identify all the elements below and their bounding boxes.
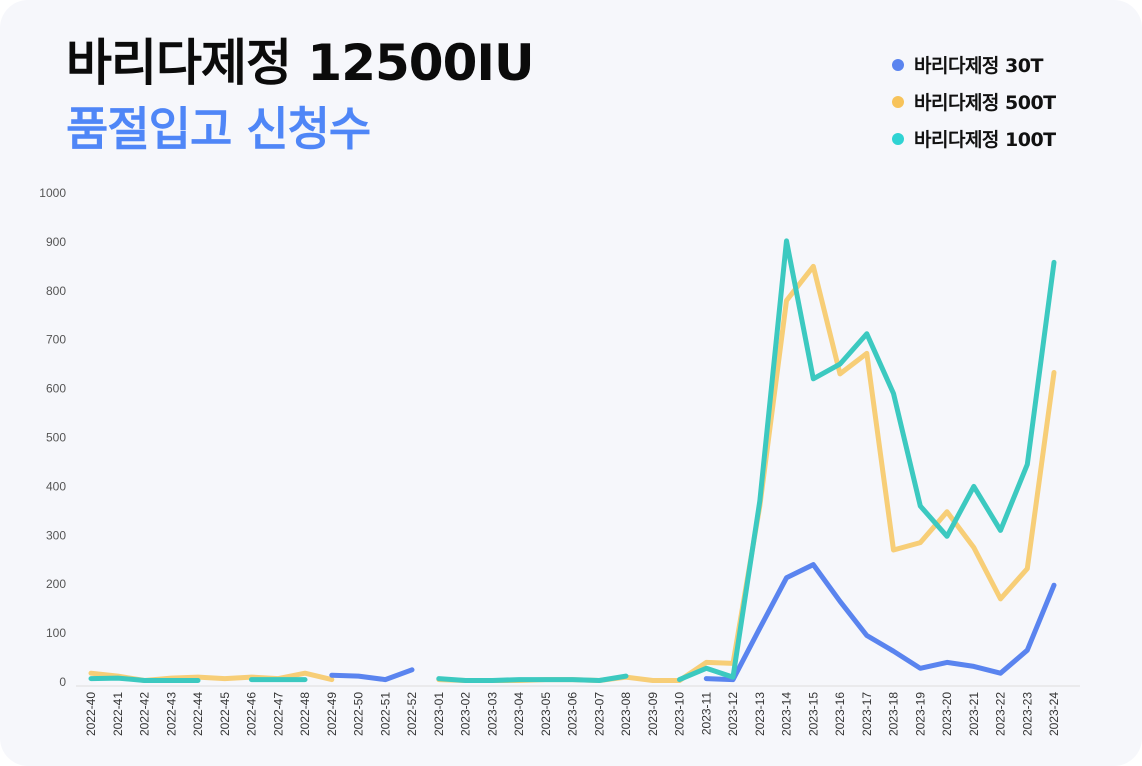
- y-tick-label: 0: [59, 675, 66, 689]
- series-segment: [703, 562, 1057, 683]
- x-tick-label: 2022-40: [84, 692, 98, 736]
- y-tick-label: 400: [46, 479, 66, 493]
- x-tick-label: 2023-10: [673, 692, 687, 736]
- x-tick-label: 2023-15: [806, 692, 820, 736]
- x-tick-label: 2023-22: [994, 692, 1008, 736]
- x-tick-label: 2022-46: [245, 692, 259, 736]
- x-tick-label: 2022-50: [352, 692, 366, 736]
- x-tick-label: 2022-51: [378, 692, 392, 736]
- x-tick-label: 2022-41: [111, 692, 125, 736]
- series-line-0: [88, 263, 1057, 683]
- x-tick-label: 2023-17: [860, 692, 874, 736]
- series-segment: [88, 675, 201, 683]
- x-tick-label: 2023-13: [753, 692, 767, 736]
- x-tick-label: 2023-06: [566, 692, 580, 736]
- y-tick-label: 900: [46, 235, 66, 249]
- y-tick-label: 200: [46, 577, 66, 591]
- x-tick-label: 2023-24: [1047, 692, 1061, 736]
- legend-label-100t: 바리다제정 100T: [914, 129, 1056, 151]
- y-tick-label: 500: [46, 431, 66, 445]
- y-tick-label: 800: [46, 284, 66, 298]
- x-tick-label: 2023-23: [1020, 692, 1034, 736]
- series-line-2: [88, 238, 1057, 683]
- x-tick-label: 2022-48: [298, 692, 312, 736]
- legend-label-500t: 바리다제정 500T: [914, 92, 1056, 114]
- y-tick-label: 700: [46, 333, 66, 347]
- legend-item-100t: 바리다제정 100T: [892, 120, 1056, 157]
- x-tick-label: 2022-42: [138, 692, 152, 736]
- x-tick-label: 2023-09: [646, 692, 660, 736]
- x-tick-label: 2023-12: [726, 692, 740, 736]
- x-tick-label: 2022-44: [191, 692, 205, 736]
- x-tick-label: 2023-21: [967, 692, 981, 736]
- x-tick-label: 2023-05: [539, 692, 553, 736]
- legend-dot-500t: [892, 95, 904, 108]
- y-tick-label: 1000: [39, 186, 66, 200]
- x-tick-label: 2023-16: [833, 692, 847, 736]
- series-segment: [329, 667, 415, 683]
- legend-dot-30t: [892, 58, 904, 71]
- x-tick-label: 2023-08: [619, 692, 633, 736]
- legend-item-500t: 바리다제정 500T: [892, 83, 1056, 120]
- x-tick-label: 2022-49: [325, 692, 339, 736]
- x-tick-label: 2023-11: [699, 692, 713, 735]
- chart-title: 바리다제정 12500IU: [66, 34, 535, 92]
- legend-dot-100t: [892, 132, 904, 145]
- y-tick-label: 300: [46, 528, 66, 542]
- legend-label-30t: 바리다제정 30T: [914, 55, 1043, 77]
- x-tick-label: 2023-03: [485, 692, 499, 736]
- chart-subtitle: 품절입고 신청수: [66, 102, 371, 156]
- series-line-1: [329, 562, 1057, 683]
- legend: 바리다제정 30T 바리다제정 500T 바리다제정 100T: [892, 46, 1056, 157]
- legend-item-30t: 바리다제정 30T: [892, 46, 1056, 83]
- x-tick-label: 2023-07: [592, 692, 606, 736]
- x-tick-label: 2023-14: [780, 692, 794, 736]
- x-tick-label: 2023-04: [512, 692, 526, 736]
- x-tick-label: 2023-02: [459, 692, 473, 736]
- x-tick-label: 2023-19: [913, 692, 927, 736]
- x-tick-label: 2023-20: [940, 692, 954, 736]
- series-segment: [436, 263, 1057, 683]
- x-tick-label: 2023-01: [432, 692, 446, 736]
- series-segment: [677, 238, 1057, 683]
- x-tick-label: 2022-47: [271, 692, 285, 736]
- y-tick-label: 100: [46, 626, 66, 640]
- x-tick-label: 2022-52: [405, 692, 419, 736]
- x-tick-label: 2022-43: [164, 692, 178, 736]
- x-tick-label: 2023-18: [887, 692, 901, 736]
- x-tick-label: 2022-45: [218, 692, 232, 736]
- series-segment: [436, 673, 629, 683]
- y-tick-label: 600: [46, 382, 66, 396]
